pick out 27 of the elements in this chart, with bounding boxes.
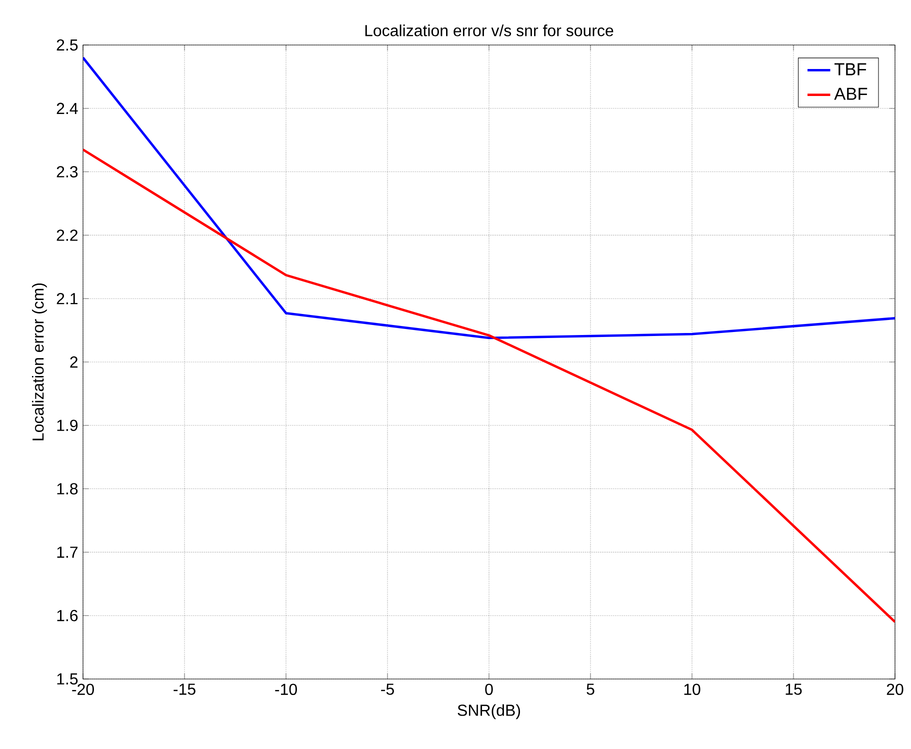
line-series: [83, 56, 895, 340]
y-tick-label: 2.3: [56, 166, 78, 178]
y-tick-label: 2.4: [56, 102, 78, 114]
y-tick-label: 2.1: [56, 293, 78, 304]
y-tick-label: 1.7: [57, 546, 78, 558]
y-tick-label: 1.5: [57, 673, 78, 685]
y-tick-label: 1.8: [57, 483, 78, 494]
y-tick-label: 1.6: [57, 610, 78, 622]
x-tick-label: 15: [786, 684, 802, 695]
y-tick-label: 2: [70, 356, 78, 368]
x-tick-label: 0: [485, 684, 493, 696]
x-tick-label: 10: [684, 684, 700, 696]
y-tick-label: 1.9: [57, 420, 78, 432]
chart-title: Localization error v/s snr for source: [365, 24, 614, 36]
x-tick-label: -10: [275, 684, 297, 696]
x-tick-label: 5: [586, 684, 594, 695]
legend-label: ABF: [834, 88, 868, 100]
legend-label: TBF: [834, 63, 866, 76]
x-tick-label: -15: [174, 684, 196, 695]
y-axis-title: Localization error (cm): [32, 283, 47, 440]
x-tick-label: 20: [886, 684, 904, 696]
y-tick-label: 2.5: [56, 39, 78, 51]
x-tick-label: -20: [72, 684, 94, 696]
x-axis-title: SNR(dB): [458, 704, 520, 720]
y-tick-label: 2.2: [56, 230, 78, 241]
line-series: [83, 148, 895, 624]
x-tick-label: -5: [381, 684, 394, 695]
